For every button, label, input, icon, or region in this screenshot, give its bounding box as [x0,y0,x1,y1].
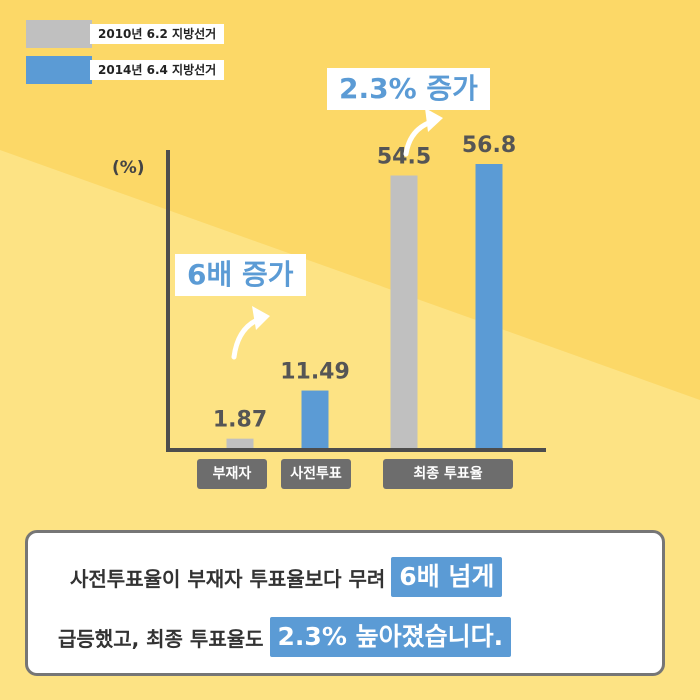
callout-early-vote-increase: 6배 증가 [175,254,306,296]
legend-item-2010: 2010년 6.2 지방선거 [26,20,225,48]
x-tick-label-absentee: 부재자 [197,459,267,489]
summary-line-1-highlight: 6배 넘게 [391,557,503,597]
y-axis [166,150,170,452]
summary-line-2-highlight: 2.3% 높아졌습니다. [269,617,512,657]
summary-line-2: 급등했고, 최종 투표율도 2.3% 높아졌습니다. [58,617,512,657]
x-axis [166,448,546,452]
legend-label-2014: 2014년 6.4 지방선거 [90,60,225,80]
callout-final-turnout-increase: 2.3% 증가 [327,68,490,110]
legend-swatch-2014 [26,56,92,84]
legend-item-2014: 2014년 6.4 지방선거 [26,56,225,84]
legend-swatch-2010 [26,20,92,48]
summary-box: 사전투표율이 부재자 투표율보다 무려 6배 넘게 급등했고, 최종 투표율도 … [25,530,665,676]
legend-label-2010: 2010년 6.2 지방선거 [90,24,225,44]
summary-line-2-text: 급등했고, 최종 투표율도 [58,626,264,651]
summary-line-1: 사전투표율이 부재자 투표율보다 무려 6배 넘게 [70,557,503,597]
summary-line-1-text: 사전투표율이 부재자 투표율보다 무려 [70,566,386,591]
x-tick-label-early-vote: 사전투표 [281,459,351,489]
x-tick-label-final-turnout: 최종 투표율 [383,459,513,489]
y-axis-unit: (%) [112,158,145,178]
